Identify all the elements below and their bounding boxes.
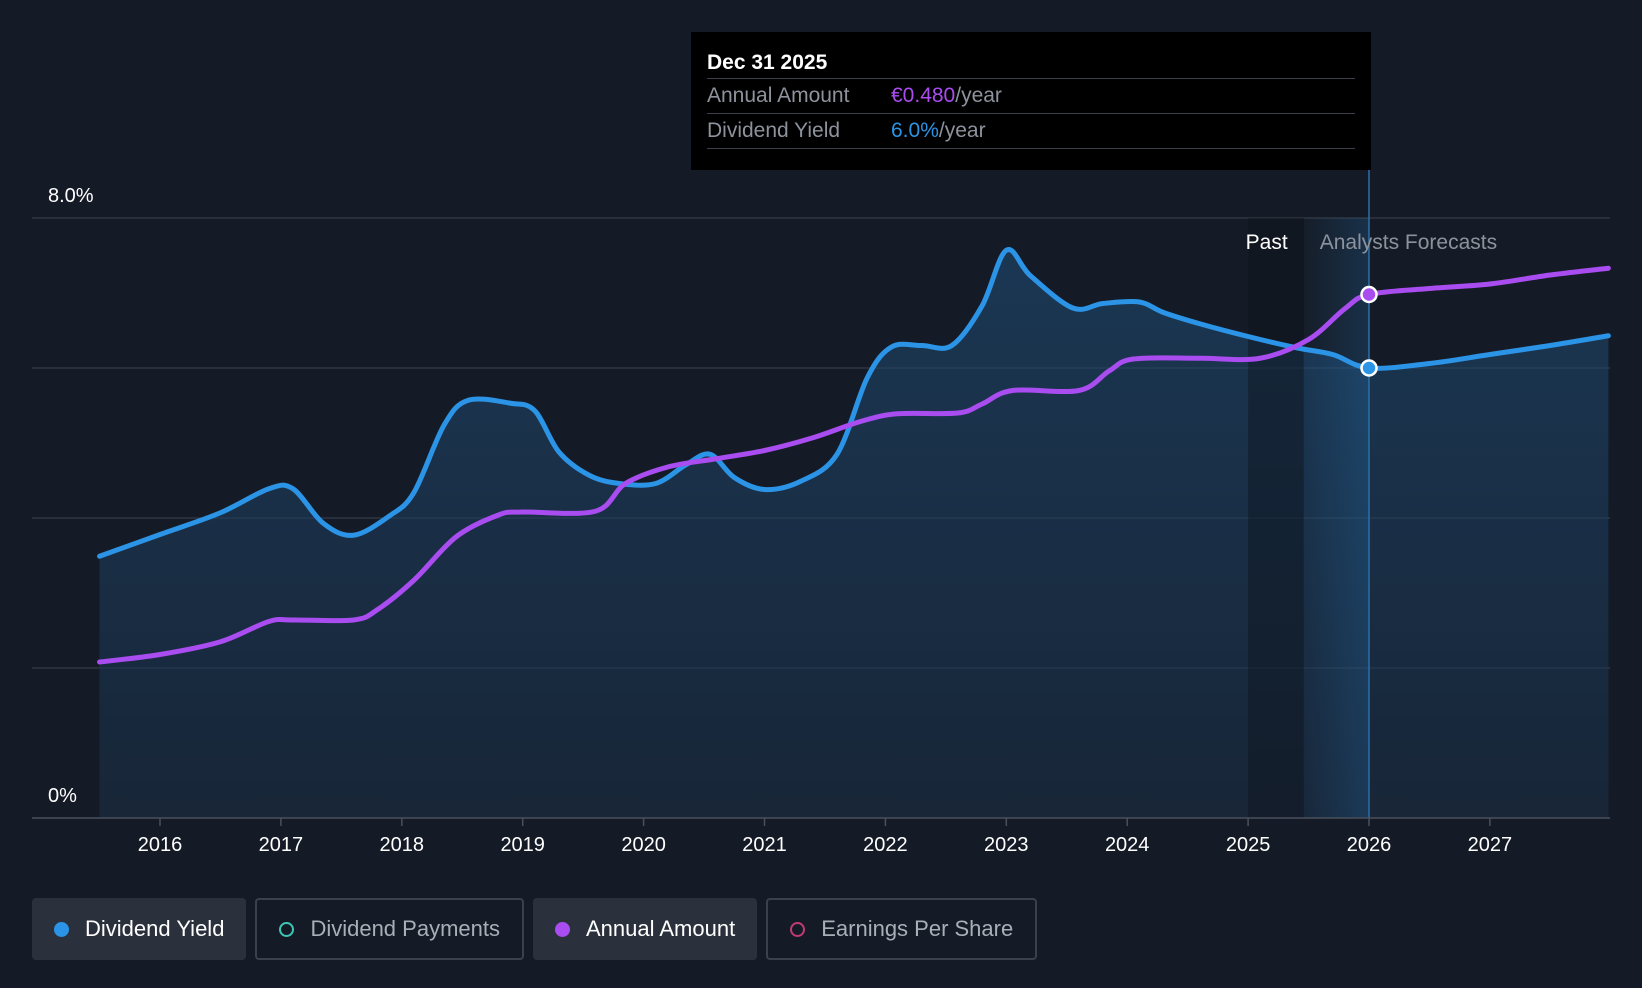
x-tick-label-2017: 2017: [259, 834, 304, 856]
legend-label: Annual Amount: [585, 916, 736, 941]
legend-label: Dividend Yield: [85, 916, 225, 941]
tooltip-annual-amount-label: Annual Amount: [707, 84, 850, 107]
annual-amount-line: [97, 265, 1611, 665]
legend-annual-amount[interactable]: Annual Amount: [532, 898, 758, 960]
chart-tooltip: Dec 31 2025 Annual Amount €0.480 /year D…: [691, 32, 1371, 170]
tooltip-dividend-yield-unit: /year: [938, 119, 986, 142]
chart-legend: Dividend Yield Dividend Payments Annual …: [32, 898, 1038, 960]
y-axis-bottom-label: 0%: [48, 785, 77, 807]
legend-ring-icon: [279, 921, 295, 937]
analysts-forecasts-label: Analysts Forecasts: [1320, 231, 1497, 254]
legend-dot-icon: [554, 921, 570, 937]
x-tick-label-2023: 2023: [984, 834, 1029, 856]
legend-ring-icon: [790, 921, 806, 937]
annual-amount-marker: [1360, 285, 1378, 304]
y-axis-top-label: 8.0%: [48, 185, 94, 207]
dividend-yield-marker: [1360, 359, 1378, 377]
dividend-yield-line: [97, 247, 1611, 559]
forecast-band: [1303, 218, 1369, 818]
legend-dot-icon: [54, 921, 69, 937]
x-tick-label-2022: 2022: [863, 834, 908, 856]
past-band: [1248, 218, 1304, 818]
x-tick-label-2025: 2025: [1226, 834, 1271, 856]
x-tick-label-2018: 2018: [380, 834, 425, 856]
x-tick-label-2019: 2019: [500, 834, 545, 856]
x-tick-label-2027: 2027: [1468, 834, 1513, 856]
tooltip-annual-amount-value: €0.480: [891, 84, 956, 107]
legend-dividend-payments[interactable]: Dividend Payments: [255, 898, 524, 960]
tooltip-date: Dec 31 2025: [707, 48, 1355, 79]
x-tick-label-2020: 2020: [621, 834, 666, 856]
x-tick-label-2016: 2016: [138, 834, 183, 856]
x-tick-label-2024: 2024: [1105, 834, 1150, 856]
legend-earnings-per-share[interactable]: Earnings Per Share: [766, 898, 1038, 960]
legend-label: Dividend Payments: [310, 916, 500, 941]
legend-dividend-yield[interactable]: Dividend Yield: [32, 898, 247, 960]
past-label: Past: [1246, 231, 1288, 254]
dividend-yield-area: [99, 249, 1609, 819]
tooltip-dividend-yield-row: Dividend Yield 6.0% /year: [707, 114, 1355, 149]
tooltip-annual-amount-unit: /year: [955, 84, 1002, 107]
x-tick-label-2026: 2026: [1347, 834, 1392, 856]
tooltip-dividend-yield-value: 6.0%: [891, 119, 939, 142]
legend-label: Earnings Per Share: [821, 916, 1014, 941]
x-tick-label-2021: 2021: [742, 834, 787, 856]
tooltip-dividend-yield-label: Dividend Yield: [707, 119, 841, 142]
tooltip-annual-amount-row: Annual Amount €0.480 /year: [707, 79, 1355, 114]
